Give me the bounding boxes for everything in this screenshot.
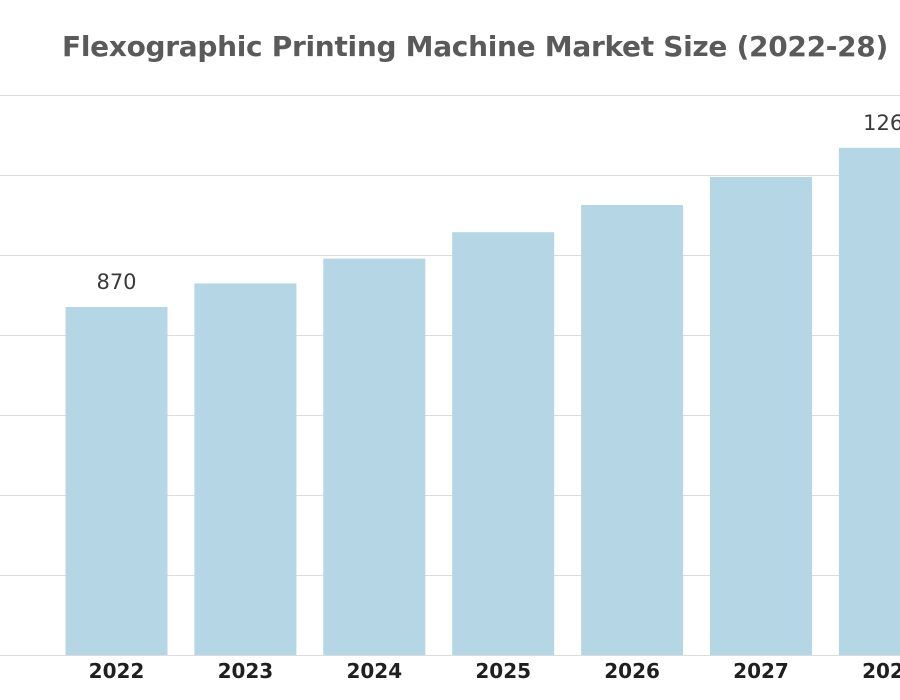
bar-2023: [194, 283, 297, 655]
x-tick-label: 2022: [89, 659, 145, 683]
x-tick-label: 2026: [604, 659, 660, 683]
bars: [65, 147, 900, 656]
x-tick-label: 2027: [733, 659, 789, 683]
data-label: 870: [96, 270, 136, 294]
chart-title: Flexographic Printing Machine Market Siz…: [62, 30, 888, 63]
x-tick-label: 2028: [862, 659, 900, 683]
bar-2022: [65, 307, 168, 655]
bar-2024: [323, 258, 426, 655]
data-label: 1268: [863, 111, 900, 135]
bar-2028: [838, 147, 900, 656]
x-tick-label: 2025: [475, 659, 531, 683]
bar-2027: [710, 177, 812, 655]
x-tick-label: 2023: [218, 659, 274, 683]
bar-2026: [581, 205, 684, 655]
data-labels: 870 1268: [96, 111, 900, 294]
bar-2025: [452, 232, 555, 655]
x-tick-label: 2024: [346, 659, 402, 683]
x-axis-ticks: 2022 2023 2024 2025 2026 2027 2028: [89, 659, 900, 683]
